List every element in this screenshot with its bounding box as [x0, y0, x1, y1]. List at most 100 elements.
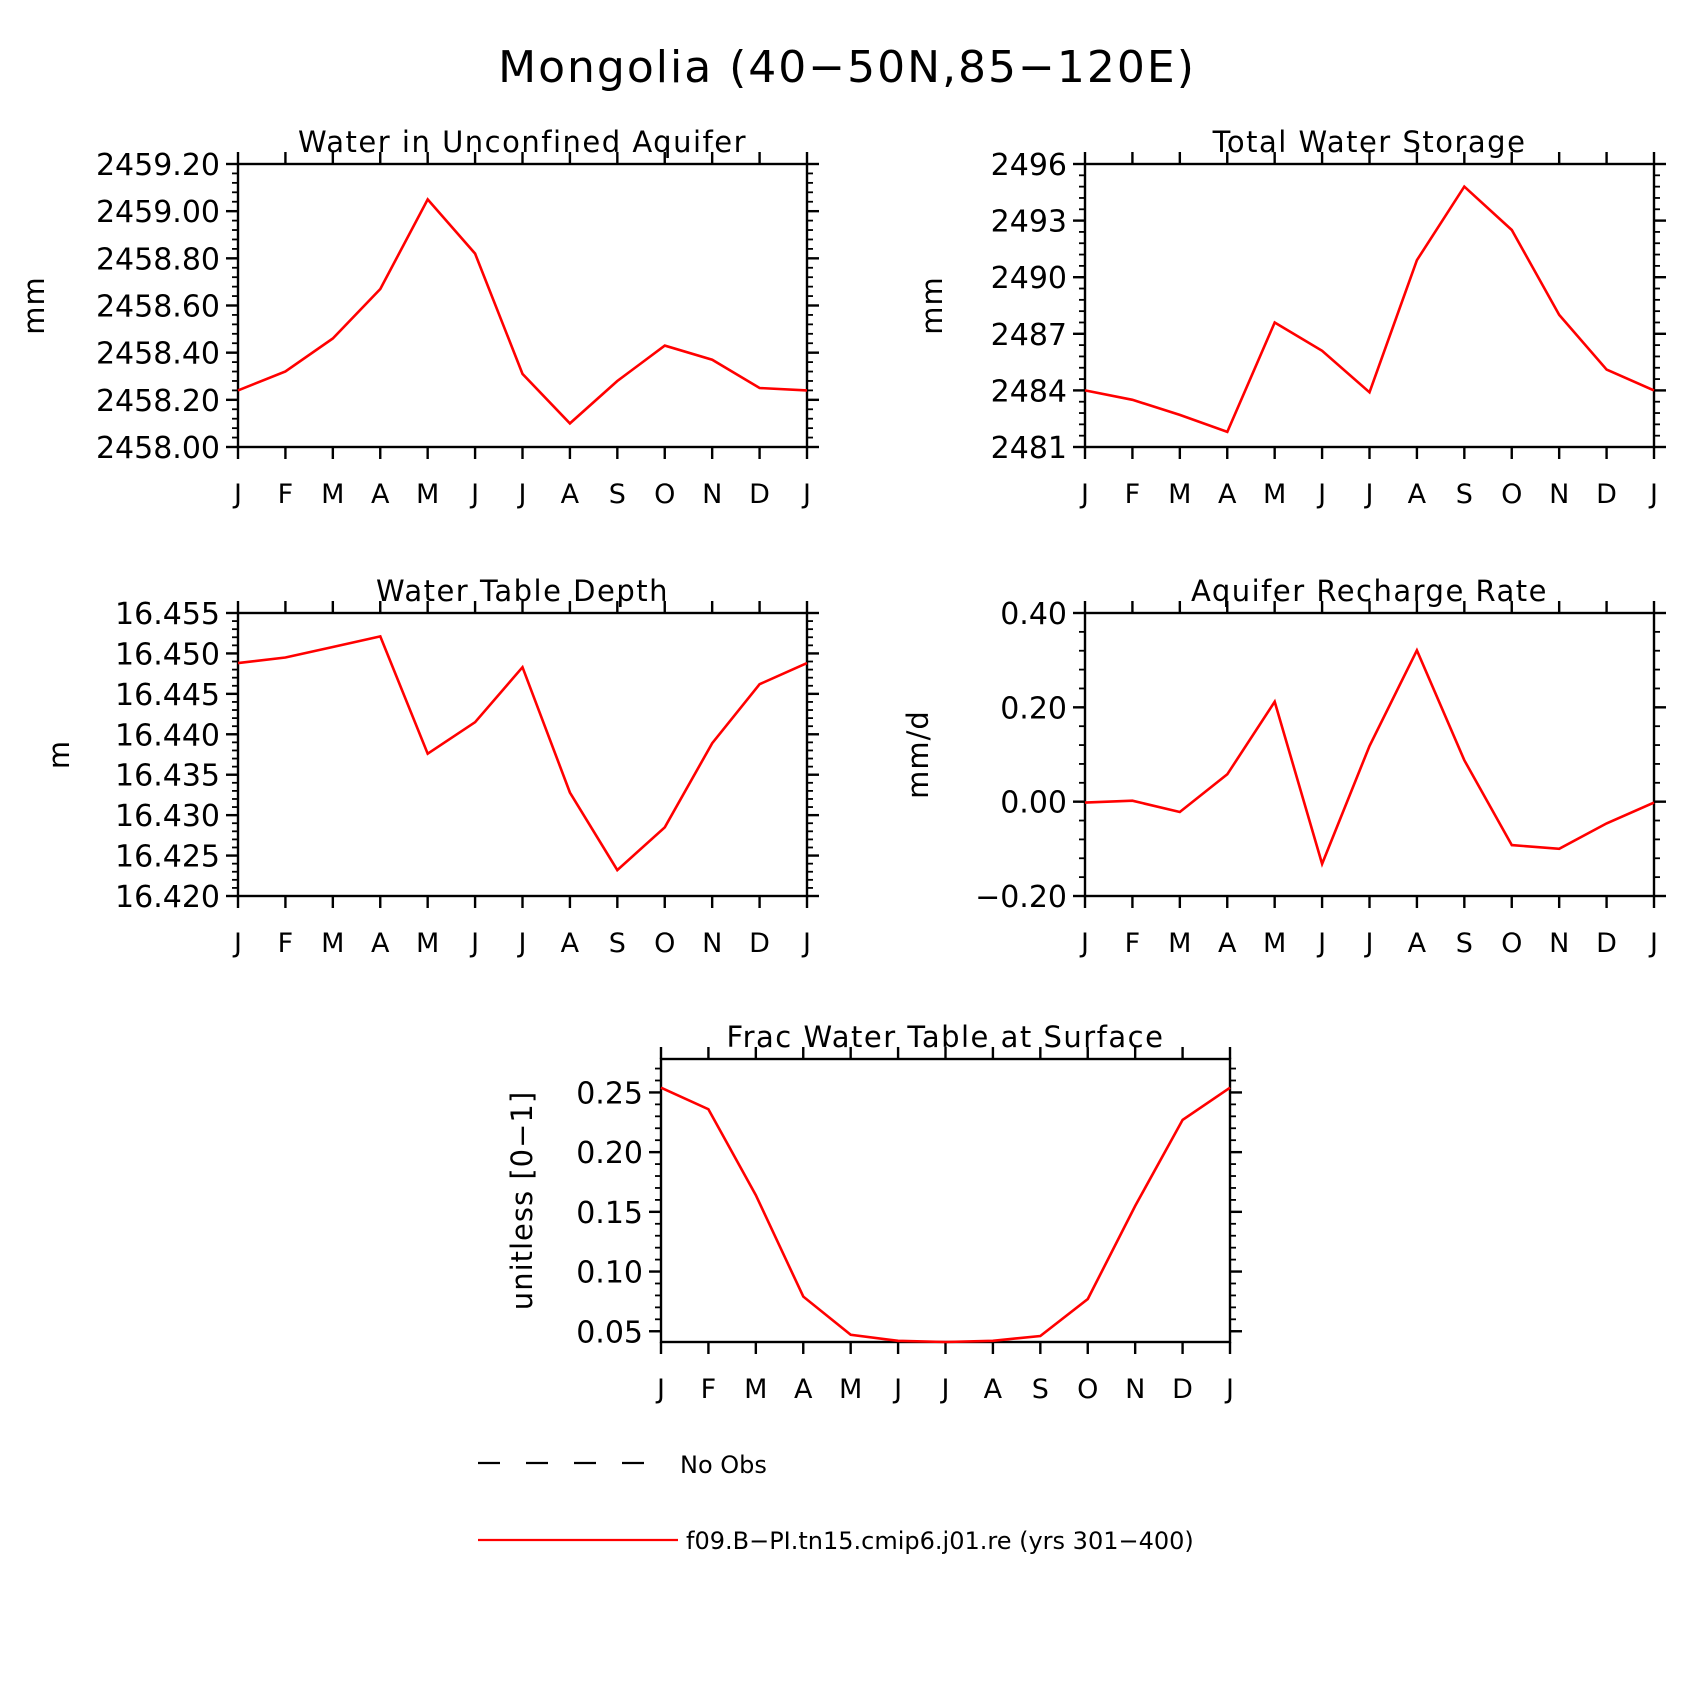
y-tick-label: 0.20	[1000, 691, 1067, 726]
x-tick-label: J	[232, 928, 242, 959]
x-tick-label: A	[561, 479, 580, 510]
y-axis-label: mm	[915, 276, 949, 335]
y-tick-label: 2458.60	[96, 290, 220, 325]
x-tick-label: A	[561, 928, 580, 959]
series-line	[237, 197, 808, 426]
y-tick-label: 2484	[991, 374, 1067, 409]
x-tick-label: O	[654, 479, 675, 510]
y-tick-label: 2459.00	[96, 195, 220, 230]
x-tick-label: M	[1168, 479, 1191, 510]
y-tick-label: 2490	[991, 261, 1067, 296]
y-tick-label: 16.440	[115, 718, 220, 753]
y-tick-label: 0.20	[576, 1136, 643, 1171]
x-tick-label: M	[839, 1374, 862, 1405]
x-tick-label: S	[1456, 479, 1473, 510]
panel-title: Total Water Storage	[1212, 125, 1527, 159]
x-tick-label: J	[1224, 1374, 1234, 1405]
x-tick-label: M	[321, 479, 344, 510]
x-tick-label: J	[232, 479, 242, 510]
y-tick-label: 2459.20	[96, 148, 220, 183]
x-tick-label: J	[1648, 928, 1658, 959]
legend-model-label: f09.B−PI.tn15.cmip6.j01.re (yrs 301−400)	[686, 1527, 1194, 1555]
figure-title: Mongolia (40−50N,85−120E)	[498, 42, 1196, 93]
y-tick-label: 0.10	[576, 1256, 643, 1291]
x-tick-label: D	[1596, 928, 1617, 959]
x-tick-label: A	[371, 479, 390, 510]
y-tick-label: 16.445	[115, 678, 220, 713]
x-tick-label: N	[1125, 1374, 1145, 1405]
x-tick-label: A	[984, 1374, 1003, 1405]
x-tick-label: D	[1596, 479, 1617, 510]
y-tick-label: 0.00	[1000, 786, 1067, 821]
plot-frame	[1083, 611, 1656, 898]
x-tick-label: J	[1316, 479, 1326, 510]
x-tick-label: D	[749, 479, 770, 510]
x-tick-label: A	[371, 928, 390, 959]
x-tick-label: J	[517, 479, 527, 510]
x-tick-label: D	[1172, 1374, 1193, 1405]
x-tick-label: O	[1501, 479, 1522, 510]
x-tick-label: F	[278, 928, 294, 959]
x-tick-label: S	[1032, 1374, 1049, 1405]
plot-frame	[1083, 162, 1656, 449]
x-tick-label: A	[1408, 928, 1427, 959]
y-tick-label: 16.420	[115, 880, 220, 915]
series-line	[1084, 184, 1655, 434]
x-tick-label: S	[609, 928, 626, 959]
y-tick-label: 0.25	[576, 1076, 643, 1111]
y-tick-label: 2458.20	[96, 384, 220, 419]
x-tick-label: N	[1549, 479, 1569, 510]
x-tick-label: F	[1125, 479, 1141, 510]
plot-frame	[659, 1057, 1232, 1344]
x-tick-label: N	[1549, 928, 1569, 959]
y-axis-label: mm/d	[901, 710, 935, 799]
x-tick-label: M	[321, 928, 344, 959]
x-tick-label: F	[1125, 928, 1141, 959]
y-tick-label: 16.430	[115, 799, 220, 834]
legend-no-obs-label: No Obs	[680, 1451, 767, 1479]
series-line	[237, 634, 808, 873]
x-tick-label: F	[278, 479, 294, 510]
x-tick-label: J	[1079, 928, 1089, 959]
y-tick-label: 2496	[991, 148, 1067, 183]
y-tick-label: 2481	[991, 431, 1067, 466]
x-tick-label: O	[1501, 928, 1522, 959]
x-tick-label: M	[1168, 928, 1191, 959]
x-tick-label: M	[1263, 928, 1286, 959]
x-tick-label: S	[609, 479, 626, 510]
y-tick-label: 2487	[991, 318, 1067, 353]
x-tick-label: O	[654, 928, 675, 959]
y-tick-label: 0.40	[1000, 597, 1067, 632]
series-line	[1084, 647, 1655, 868]
y-tick-label: 16.435	[115, 759, 220, 794]
x-tick-label: J	[1364, 928, 1374, 959]
plot-frame	[236, 611, 809, 898]
x-tick-label: D	[749, 928, 770, 959]
series-line	[660, 1086, 1231, 1344]
x-tick-label: J	[801, 479, 811, 510]
plot-frame	[236, 162, 809, 449]
y-tick-label: −0.20	[975, 880, 1067, 915]
x-tick-label: N	[702, 479, 722, 510]
y-tick-label: 2458.00	[96, 431, 220, 466]
y-tick-label: 16.450	[115, 637, 220, 672]
x-tick-label: F	[701, 1374, 717, 1405]
y-tick-label: 0.05	[576, 1315, 643, 1350]
x-tick-label: M	[416, 928, 439, 959]
x-tick-label: J	[469, 479, 479, 510]
x-tick-label: M	[416, 479, 439, 510]
y-tick-label: 16.455	[115, 597, 220, 632]
x-tick-label: J	[1079, 479, 1089, 510]
x-tick-label: J	[940, 1374, 950, 1405]
x-tick-label: N	[702, 928, 722, 959]
x-tick-label: J	[1316, 928, 1326, 959]
x-tick-label: M	[1263, 479, 1286, 510]
x-tick-label: M	[744, 1374, 767, 1405]
x-tick-label: S	[1456, 928, 1473, 959]
